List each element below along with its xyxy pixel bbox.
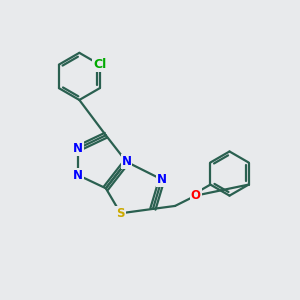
Text: N: N — [73, 142, 83, 155]
Text: N: N — [122, 155, 131, 168]
Text: N: N — [73, 169, 83, 182]
Text: S: S — [116, 207, 125, 220]
Text: Cl: Cl — [93, 58, 106, 71]
Text: N: N — [157, 173, 167, 186]
Text: O: O — [190, 189, 201, 202]
